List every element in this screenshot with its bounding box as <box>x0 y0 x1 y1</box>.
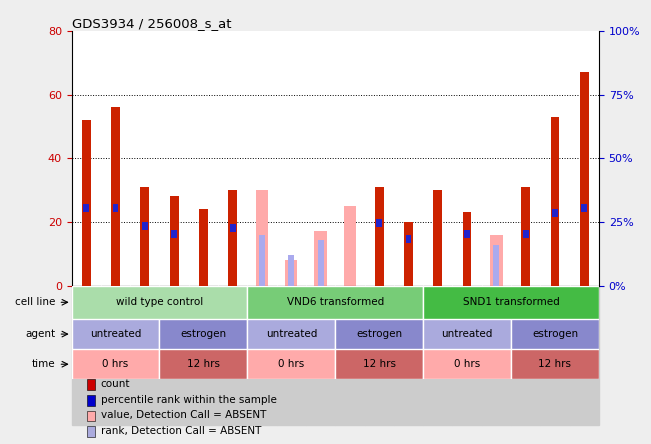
Text: estrogen: estrogen <box>180 329 227 339</box>
Bar <box>288 255 294 285</box>
Text: 0 hrs: 0 hrs <box>278 359 305 369</box>
Text: untreated: untreated <box>266 329 317 339</box>
Text: untreated: untreated <box>441 329 493 339</box>
Bar <box>434 190 442 285</box>
Bar <box>72 349 159 379</box>
Bar <box>72 285 101 425</box>
Bar <box>113 204 118 212</box>
Bar <box>551 117 559 285</box>
Bar <box>318 240 324 285</box>
Bar <box>511 285 540 425</box>
Bar <box>463 212 471 285</box>
Bar <box>511 319 599 349</box>
Bar <box>111 107 120 285</box>
Bar <box>493 245 499 285</box>
Bar <box>247 319 335 349</box>
Bar <box>523 230 529 238</box>
Bar <box>159 285 189 425</box>
Bar <box>406 234 411 242</box>
Bar <box>335 319 423 349</box>
Bar <box>335 285 365 425</box>
Bar <box>247 285 277 425</box>
Bar <box>285 260 298 285</box>
Bar <box>83 204 89 212</box>
Text: value, Detection Call = ABSENT: value, Detection Call = ABSENT <box>101 410 266 420</box>
Bar <box>423 319 511 349</box>
Bar <box>314 231 327 285</box>
Bar <box>335 349 423 379</box>
Bar <box>306 285 335 425</box>
Text: count: count <box>101 379 130 389</box>
Bar <box>580 72 589 285</box>
Bar <box>423 285 599 319</box>
Bar <box>87 411 95 421</box>
Bar <box>365 285 394 425</box>
Bar <box>72 319 159 349</box>
Bar <box>87 379 95 390</box>
Bar <box>344 206 356 285</box>
Bar <box>82 120 90 285</box>
Text: GDS3934 / 256008_s_at: GDS3934 / 256008_s_at <box>72 17 231 30</box>
Bar <box>540 285 570 425</box>
Text: estrogen: estrogen <box>532 329 578 339</box>
Text: time: time <box>32 359 56 369</box>
Bar <box>171 230 177 238</box>
Bar <box>375 187 383 285</box>
Bar <box>229 190 237 285</box>
Bar <box>256 190 268 285</box>
Text: percentile rank within the sample: percentile rank within the sample <box>101 395 277 405</box>
Bar <box>423 285 452 425</box>
Bar <box>394 285 423 425</box>
Bar <box>130 285 159 425</box>
Text: rank, Detection Call = ABSENT: rank, Detection Call = ABSENT <box>101 426 261 436</box>
Bar <box>452 285 482 425</box>
Text: wild type control: wild type control <box>116 297 203 307</box>
Bar <box>87 426 95 437</box>
Bar <box>511 349 599 379</box>
Bar <box>159 319 247 349</box>
Bar <box>423 349 511 379</box>
Bar <box>159 349 247 379</box>
Bar <box>189 285 218 425</box>
Bar <box>230 225 236 232</box>
Bar <box>490 234 503 285</box>
Text: 0 hrs: 0 hrs <box>102 359 129 369</box>
Text: 0 hrs: 0 hrs <box>454 359 480 369</box>
Text: VND6 transformed: VND6 transformed <box>286 297 384 307</box>
Text: 12 hrs: 12 hrs <box>363 359 396 369</box>
Text: agent: agent <box>25 329 56 339</box>
Bar <box>199 209 208 285</box>
Bar <box>570 285 599 425</box>
Bar <box>101 285 130 425</box>
Bar <box>72 285 247 319</box>
Bar <box>376 219 382 227</box>
Bar <box>521 187 530 285</box>
Bar <box>464 230 470 238</box>
Bar <box>141 187 149 285</box>
Bar <box>87 395 95 406</box>
Bar <box>552 209 558 217</box>
Bar <box>247 349 335 379</box>
Text: estrogen: estrogen <box>356 329 402 339</box>
Text: 12 hrs: 12 hrs <box>538 359 572 369</box>
Bar <box>259 234 265 285</box>
Text: cell line: cell line <box>16 297 56 307</box>
Bar <box>218 285 247 425</box>
Bar <box>170 197 178 285</box>
Text: SND1 transformed: SND1 transformed <box>463 297 559 307</box>
Bar <box>247 285 423 319</box>
Bar <box>581 204 587 212</box>
Bar <box>277 285 306 425</box>
Bar <box>482 285 511 425</box>
Bar <box>142 222 148 230</box>
Text: 12 hrs: 12 hrs <box>187 359 220 369</box>
Bar <box>404 222 413 285</box>
Text: untreated: untreated <box>90 329 141 339</box>
